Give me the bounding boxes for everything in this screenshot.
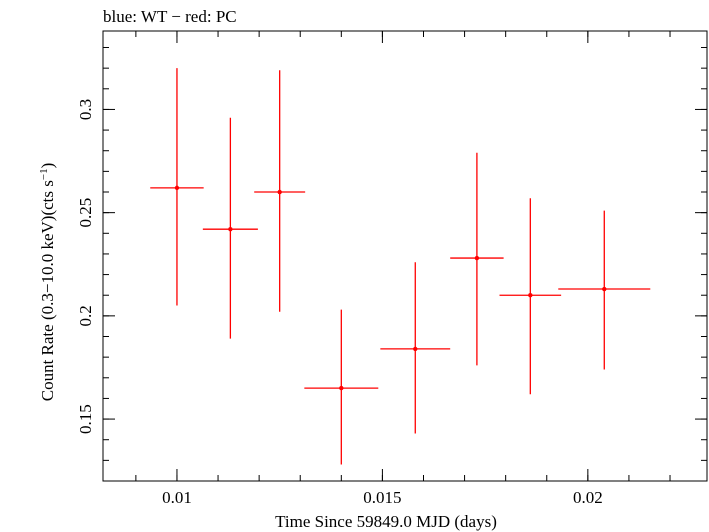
data-marker: [339, 385, 344, 391]
plot-frame: [102, 30, 708, 482]
y-tick-labels: 0.15 0.2 0.25 0.3: [76, 99, 95, 434]
y-tick-label: 0.15: [76, 404, 95, 434]
data-point: [499, 198, 562, 395]
data-point: [254, 70, 306, 312]
x-tick-labels: 0.01 0.015 0.02: [162, 488, 603, 507]
axis-ticks: [103, 31, 707, 482]
data-point: [558, 210, 651, 370]
data-point: [202, 117, 258, 339]
data-marker: [228, 226, 233, 232]
y-tick-label: 0.2: [76, 305, 95, 326]
y-axis-label: Count Rate (0.3−10.0 keV)(cts s−1): [38, 163, 57, 402]
x-tick-label: 0.01: [162, 488, 192, 507]
data-marker: [528, 293, 533, 298]
chart-title: blue: WT − red: PC: [103, 7, 237, 26]
data-marker: [277, 189, 282, 195]
data-marker: [413, 346, 418, 352]
data-point: [150, 68, 204, 306]
data-point: [380, 262, 451, 434]
data-point: [304, 309, 379, 465]
data-marker: [474, 255, 480, 261]
y-axis-label-suffix: ): [38, 163, 57, 169]
x-tick-label: 0.02: [573, 488, 603, 507]
data-marker: [174, 185, 180, 191]
y-axis-label-prefix: Count Rate (0.3−10.0 keV)(cts s: [38, 180, 57, 401]
data-marker: [602, 286, 607, 292]
y-tick-label: 0.3: [76, 99, 95, 120]
data-series: [150, 68, 651, 465]
x-axis-label: Time Since 59849.0 MJD (days): [275, 512, 497, 531]
y-tick-label: 0.25: [76, 198, 95, 228]
y-axis-label-sup: −1: [38, 168, 50, 180]
data-point: [450, 152, 504, 366]
x-tick-label: 0.015: [363, 488, 401, 507]
